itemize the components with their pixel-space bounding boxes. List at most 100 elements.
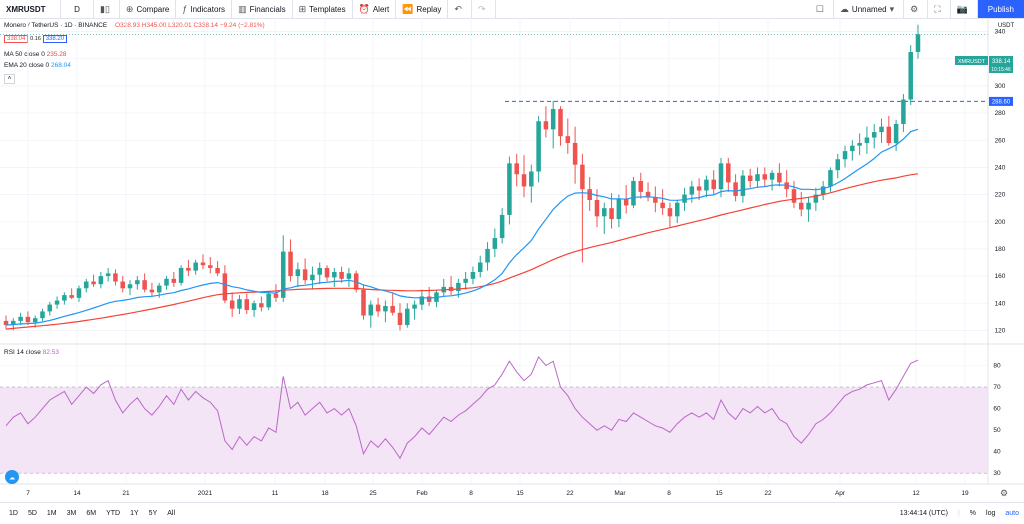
templates-icon: ⊞ bbox=[298, 3, 307, 14]
candle bbox=[383, 300, 388, 323]
candle bbox=[127, 280, 133, 296]
candles bbox=[3, 24, 921, 331]
log-toggle[interactable]: log bbox=[986, 510, 996, 517]
time-tick-label: 19 bbox=[961, 490, 969, 497]
chart-title: Monero / TetherUS · 1D · BINANCE bbox=[4, 22, 108, 29]
candle bbox=[769, 170, 775, 191]
layout-toggle[interactable]: ☐ bbox=[810, 0, 834, 18]
level-price-tag: 288.60 bbox=[989, 96, 1013, 106]
candle bbox=[339, 266, 344, 283]
candle bbox=[375, 297, 381, 317]
symbol-search[interactable]: XMRUSDT bbox=[0, 0, 61, 18]
currency-label: USDT bbox=[998, 23, 1015, 29]
candle bbox=[251, 300, 257, 317]
range-ytd[interactable]: YTD bbox=[106, 510, 121, 517]
candle bbox=[463, 272, 468, 290]
candle bbox=[47, 301, 53, 316]
candle bbox=[864, 126, 870, 154]
templates-label: Templates bbox=[309, 4, 346, 14]
level-tag-bg bbox=[989, 96, 1013, 106]
candle bbox=[208, 257, 213, 274]
interval-button[interactable]: D bbox=[61, 0, 94, 18]
candle bbox=[113, 269, 118, 286]
candle bbox=[674, 200, 680, 224]
settings-button[interactable]: ⚙ bbox=[904, 0, 929, 18]
candle bbox=[288, 239, 293, 282]
undo-button[interactable]: ↶ bbox=[448, 0, 472, 18]
layout-name: Unnamed bbox=[851, 4, 887, 14]
range-5d[interactable]: 5D bbox=[27, 510, 37, 517]
range-1d[interactable]: 1D bbox=[9, 510, 18, 517]
range-5y[interactable]: 5Y bbox=[148, 510, 158, 517]
candle bbox=[879, 118, 884, 143]
candle bbox=[536, 115, 541, 183]
current-price-tag: XMRUSDT 338.14 10:15:46 bbox=[955, 56, 1013, 73]
candle bbox=[302, 258, 308, 285]
candle bbox=[784, 170, 789, 198]
range-6m[interactable]: 6M bbox=[86, 510, 97, 517]
candle bbox=[98, 272, 104, 289]
financials-button[interactable]: ▥ Financials bbox=[232, 0, 293, 18]
range-1m[interactable]: 1M bbox=[46, 510, 57, 517]
range-all[interactable]: All bbox=[167, 510, 176, 517]
rsi-axis[interactable]: 30 40 50 60 70 80 bbox=[993, 363, 1001, 478]
rsi-tick-label: 50 bbox=[993, 427, 1001, 434]
layout-name-button[interactable]: ☁ Unnamed ▾ bbox=[834, 0, 905, 18]
time-tick-label: 22 bbox=[764, 490, 772, 497]
tradingview-logo[interactable]: ☁ bbox=[5, 470, 19, 484]
alert-button[interactable]: ⏰ Alert bbox=[353, 0, 397, 18]
price-tick-label: 300 bbox=[995, 83, 1006, 90]
auto-toggle[interactable]: auto bbox=[1005, 510, 1019, 517]
candle bbox=[850, 140, 855, 161]
redo-button[interactable]: ↷ bbox=[472, 0, 496, 18]
gear-icon: ⚙ bbox=[910, 3, 919, 14]
candle bbox=[871, 123, 877, 149]
candle bbox=[397, 303, 403, 331]
replay-button[interactable]: ⏪ Replay bbox=[396, 0, 449, 18]
candle bbox=[105, 267, 111, 282]
candle bbox=[602, 202, 607, 234]
snapshot-button[interactable]: 📷 bbox=[951, 0, 978, 18]
compare-label: Compare bbox=[136, 4, 170, 14]
candle bbox=[740, 170, 746, 203]
chart-area[interactable]: 120140160180200220240260280300320340 304… bbox=[0, 18, 1024, 502]
clock[interactable]: 13:44:14 (UTC) bbox=[899, 510, 948, 517]
candle bbox=[529, 164, 534, 203]
rsi-tick-label: 60 bbox=[993, 406, 1001, 413]
axis-settings-icon[interactable]: ⚙ bbox=[1000, 488, 1008, 498]
publish-button[interactable]: Publish bbox=[977, 0, 1024, 18]
replay-icon: ⏪ bbox=[402, 3, 414, 14]
chart-type-button[interactable]: ▮▯ bbox=[94, 0, 120, 18]
candle bbox=[361, 284, 366, 320]
candle bbox=[733, 174, 738, 202]
candle bbox=[229, 292, 235, 317]
time-axis[interactable]: 7 14 21 2021 11 18 25 Feb 8 15 22 Mar 8 15 22 Apr 12 19 bbox=[26, 490, 969, 497]
fx-icon: ƒ bbox=[182, 4, 188, 14]
indicators-label: Indicators bbox=[190, 4, 226, 14]
candle bbox=[186, 259, 191, 277]
time-tick-label: 22 bbox=[566, 490, 574, 497]
time-tick-label: Feb bbox=[416, 490, 428, 497]
chevron-up-icon: ˄ bbox=[7, 75, 12, 82]
ma-value: 235.28 bbox=[46, 51, 67, 58]
candle bbox=[310, 266, 315, 290]
ma-label: MA 50 close 0 bbox=[4, 51, 45, 58]
collapse-legend-button[interactable]: ˄ bbox=[4, 74, 15, 84]
current-price: 338.14 bbox=[992, 59, 1011, 65]
candle bbox=[718, 157, 724, 198]
compare-button[interactable]: ⊕ Compare bbox=[120, 0, 177, 18]
candle bbox=[419, 289, 425, 311]
ask-price[interactable]: 338.20 bbox=[42, 35, 68, 43]
candle bbox=[135, 276, 140, 290]
indicators-button[interactable]: ƒ Indicators bbox=[176, 0, 233, 18]
fullscreen-button[interactable]: ⛶ bbox=[928, 0, 951, 18]
alert-label: Alert bbox=[372, 4, 390, 14]
range-1y[interactable]: 1Y bbox=[130, 510, 139, 517]
templates-button[interactable]: ⊞ Templates bbox=[293, 0, 353, 18]
plus-circle-icon: ⊕ bbox=[125, 3, 134, 14]
range-3m[interactable]: 3M bbox=[66, 510, 77, 517]
price-axis[interactable]: 120140160180200220240260280300320340 bbox=[995, 29, 1006, 335]
percent-toggle[interactable]: % bbox=[969, 510, 977, 517]
candle bbox=[390, 292, 395, 316]
candle bbox=[645, 182, 651, 202]
